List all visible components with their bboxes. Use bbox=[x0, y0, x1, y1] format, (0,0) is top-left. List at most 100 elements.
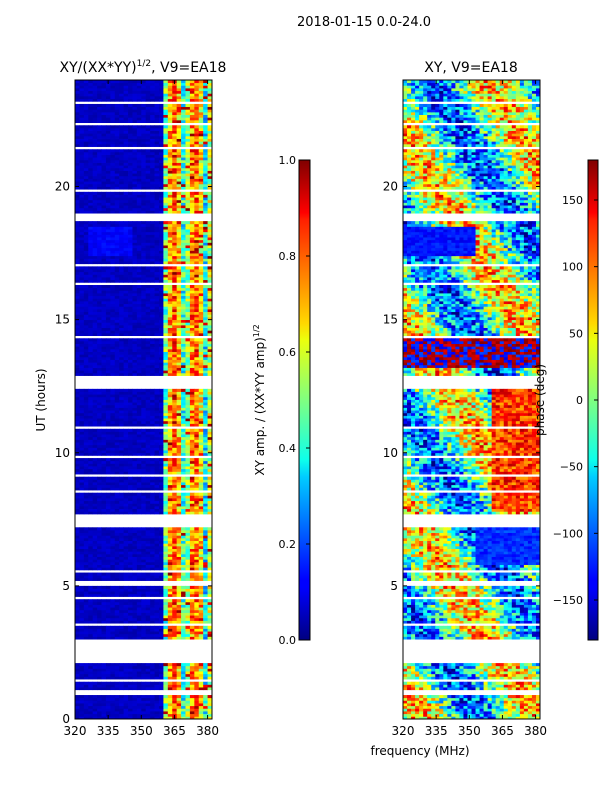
amplitude-cell bbox=[97, 399, 102, 403]
amplitude-cell bbox=[105, 346, 111, 350]
amplitude-cell bbox=[198, 258, 204, 262]
amplitude-cell bbox=[110, 399, 116, 403]
amplitude-cell bbox=[167, 700, 173, 704]
amplitude-cell bbox=[101, 285, 107, 289]
amplitude-cell bbox=[79, 327, 85, 331]
amplitude-cell bbox=[145, 319, 151, 323]
amplitude-cell bbox=[145, 261, 151, 265]
amplitude-cell bbox=[128, 468, 133, 472]
amplitude-cell bbox=[110, 607, 116, 611]
amplitude-cell bbox=[119, 673, 125, 677]
amplitude-cell bbox=[158, 551, 164, 555]
amplitude-cell bbox=[119, 231, 125, 235]
amplitude-cell bbox=[88, 625, 94, 629]
amplitude-cell bbox=[194, 671, 200, 675]
amplitude-cell bbox=[207, 591, 213, 595]
amplitude-cell bbox=[119, 407, 125, 411]
amplitude-cell bbox=[185, 673, 191, 677]
amplitude-cell bbox=[167, 332, 173, 336]
amplitude-cell bbox=[167, 407, 173, 411]
amplitude-cell bbox=[110, 564, 116, 568]
amplitude-cell bbox=[163, 391, 169, 395]
amplitude-cell bbox=[154, 231, 160, 235]
amplitude-cell bbox=[158, 471, 164, 475]
amplitude-cell bbox=[83, 532, 89, 536]
amplitude-cell bbox=[114, 354, 120, 358]
amplitude-cell bbox=[88, 444, 94, 448]
amplitude-cell bbox=[158, 388, 164, 392]
amplitude-cell bbox=[75, 703, 80, 707]
amplitude-cell bbox=[154, 319, 160, 323]
amplitude-cell bbox=[75, 396, 80, 400]
amplitude-cell bbox=[181, 300, 186, 305]
amplitude-cell bbox=[110, 343, 116, 347]
amplitude-cell bbox=[123, 343, 129, 347]
amplitude-cell bbox=[163, 479, 169, 483]
amplitude-cell bbox=[123, 364, 129, 368]
amplitude-cell bbox=[101, 631, 107, 635]
amplitude-cell bbox=[198, 591, 204, 595]
amplitude-cell bbox=[136, 599, 142, 603]
amplitude-cell bbox=[158, 615, 164, 619]
amplitude-cell bbox=[83, 498, 89, 502]
amplitude-cell bbox=[203, 415, 208, 419]
amplitude-cell bbox=[198, 239, 204, 243]
amplitude-cell bbox=[189, 221, 195, 225]
amplitude-cell bbox=[158, 617, 164, 621]
amplitude-cell bbox=[136, 663, 142, 667]
amplitude-cell bbox=[83, 447, 89, 451]
amplitude-cell bbox=[185, 463, 191, 467]
amplitude-cell bbox=[83, 269, 89, 273]
amplitude-cell bbox=[185, 665, 191, 669]
amplitude-cell bbox=[203, 287, 208, 291]
amplitude-cell bbox=[154, 537, 160, 542]
amplitude-cell bbox=[198, 625, 204, 629]
amplitude-cell bbox=[198, 447, 204, 451]
amplitude-cell bbox=[101, 247, 107, 251]
amplitude-cell bbox=[141, 410, 147, 414]
amplitude-cell bbox=[154, 703, 160, 707]
amplitude-cell bbox=[163, 327, 169, 331]
amplitude-cell bbox=[145, 599, 151, 603]
amplitude-cell bbox=[97, 231, 102, 235]
amplitude-cell bbox=[132, 370, 138, 374]
amplitude-cell bbox=[194, 559, 200, 563]
amplitude-cell bbox=[203, 418, 208, 422]
amplitude-cell bbox=[203, 700, 208, 704]
amplitude-cell bbox=[75, 620, 80, 624]
amplitude-cell bbox=[185, 564, 191, 568]
amplitude-cell bbox=[97, 548, 102, 552]
amplitude-cell bbox=[141, 274, 147, 278]
amplitude-cell bbox=[141, 396, 147, 400]
amplitude-cell bbox=[158, 285, 164, 289]
amplitude-cell bbox=[83, 290, 89, 294]
amplitude-cell bbox=[198, 415, 204, 419]
amplitude-cell bbox=[181, 599, 186, 603]
amplitude-cell bbox=[154, 356, 160, 360]
amplitude-cell bbox=[141, 593, 147, 597]
amplitude-cell bbox=[88, 585, 94, 589]
amplitude-cell bbox=[119, 229, 125, 233]
amplitude-cell bbox=[114, 442, 120, 446]
amplitude-cell bbox=[132, 506, 138, 510]
amplitude-cell bbox=[154, 300, 160, 305]
amplitude-cell bbox=[150, 503, 155, 507]
amplitude-cell bbox=[158, 575, 164, 579]
amplitude-cell bbox=[207, 391, 213, 395]
amplitude-cell bbox=[83, 354, 89, 358]
amplitude-cell bbox=[203, 487, 208, 491]
amplitude-cell bbox=[119, 601, 125, 605]
amplitude-cell bbox=[185, 535, 191, 539]
amplitude-cell bbox=[207, 242, 213, 246]
amplitude-cell bbox=[176, 223, 182, 227]
amplitude-cell bbox=[150, 444, 155, 448]
amplitude-cell bbox=[105, 556, 111, 560]
amplitude-cell bbox=[150, 277, 155, 281]
amplitude-cell bbox=[172, 394, 178, 398]
amplitude-cell bbox=[75, 311, 80, 315]
amplitude-cell bbox=[194, 713, 200, 717]
amplitude-cell bbox=[145, 450, 151, 454]
amplitude-cell bbox=[163, 713, 169, 717]
amplitude-cell bbox=[92, 695, 98, 699]
amplitude-cell bbox=[207, 500, 213, 504]
